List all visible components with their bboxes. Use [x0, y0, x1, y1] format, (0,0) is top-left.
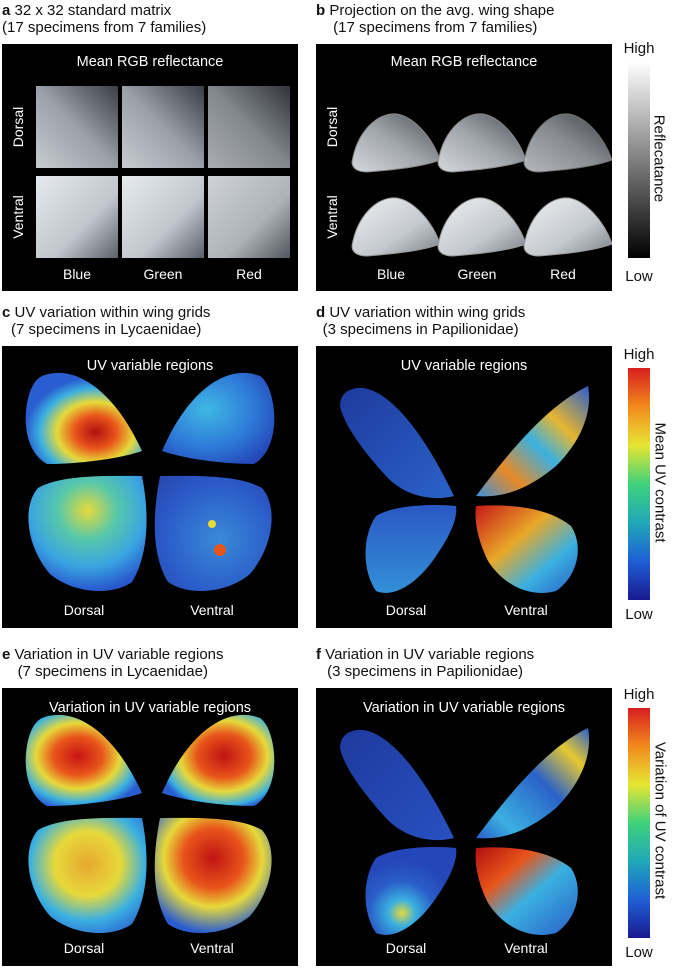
panel-a-col-red: Red	[236, 266, 262, 282]
panel-b-inner-title: Mean RGB reflectance	[390, 54, 538, 70]
panel-c-figure: UV variable regions Dorsal Ventral	[2, 346, 298, 628]
c-forewing-dorsal	[25, 372, 142, 464]
cbar-var-high: High	[623, 686, 655, 703]
f-hindwing-ventral	[475, 847, 578, 935]
e-hindwing-ventral	[154, 817, 272, 934]
panel-b-figure: Mean RGB reflectance Dorsal Ventral Blue…	[316, 44, 612, 291]
cbar-var-title: Variation of UV contrast	[651, 741, 669, 900]
c-hindwing-dorsal	[28, 475, 147, 592]
panel-b-letter: b	[316, 2, 326, 19]
panel-c-title-text: UV variation within wing grids	[14, 304, 211, 321]
panel-f-label-dorsal: Dorsal	[385, 940, 427, 956]
wing-ventral-red	[523, 197, 612, 257]
cbar-reflectance-title: Reflecatance	[650, 114, 668, 203]
panel-a-inner-title: Mean RGB reflectance	[76, 54, 224, 70]
panel-d-butterfly	[340, 386, 590, 593]
panel-f-title-text: Variation in UV variable regions	[325, 646, 535, 663]
panel-b-title-text: Projection on the avg. wing shape	[329, 2, 555, 19]
panel-a-subtitle: (17 specimens from 7 families)	[2, 19, 207, 36]
c-forewing-ventral	[162, 372, 275, 464]
f-hindwing-dorsal	[365, 847, 457, 935]
panel-d-title: d UV variation within wing grids (3 spec…	[316, 304, 525, 338]
panel-b-title: b Projection on the avg. wing shape (17 …	[316, 2, 555, 36]
panel-c-title: c UV variation within wing grids (7 spec…	[2, 304, 210, 338]
panel-e-letter: e	[2, 646, 11, 663]
panel-a-figure: Mean RGB reflectance Dorsal Ventral Blue…	[2, 44, 298, 291]
cbar-reflectance	[628, 62, 650, 258]
panel-e-inner-title: Variation in UV variable regions	[48, 700, 252, 716]
panel-b-col-green: Green	[457, 266, 497, 282]
panel-e-subtitle: (7 specimens in Lycaenidae)	[17, 663, 208, 680]
matrix-ventral-blue	[36, 176, 118, 258]
panel-f-butterfly	[340, 728, 590, 935]
panel-d-subtitle: (3 specimens in Papilionidae)	[322, 321, 519, 338]
panel-c-label-dorsal: Dorsal	[63, 602, 105, 618]
matrix-dorsal-red	[208, 86, 290, 168]
panel-b-col-blue: Blue	[376, 266, 406, 282]
panel-f-inner-title: Variation in UV variable regions	[362, 700, 566, 716]
cbar-reflectance-high: High	[623, 40, 655, 57]
wing-dorsal-red	[523, 113, 612, 173]
panel-a-letter: a	[2, 2, 11, 19]
panel-d-label-ventral: Ventral	[504, 602, 548, 618]
panel-e-label-ventral: Ventral	[190, 940, 234, 956]
d-hindwing-ventral	[475, 505, 578, 593]
panel-a-col-blue: Blue	[62, 266, 92, 282]
f-forewing-dorsal	[340, 729, 454, 841]
panel-f-subtitle: (3 specimens in Papilionidae)	[327, 663, 524, 680]
f-forewing-ventral	[476, 728, 590, 839]
panel-f-title: f Variation in UV variable regions (3 sp…	[316, 646, 534, 680]
panel-c-butterfly	[25, 372, 275, 592]
panel-c-letter: c	[2, 304, 11, 321]
cbar-reflectance-low: Low	[625, 268, 653, 285]
panel-e-label-dorsal: Dorsal	[63, 940, 105, 956]
e-hindwing-dorsal	[28, 817, 147, 934]
panel-e-title: e Variation in UV variable regions (7 sp…	[2, 646, 224, 680]
panel-e-butterfly	[25, 714, 275, 934]
cbar-uv-title: Mean UV contrast	[651, 422, 669, 543]
c-hindwing-ventral	[154, 475, 272, 592]
e-forewing-dorsal	[25, 714, 142, 806]
matrix-ventral-green	[122, 176, 204, 258]
panel-f-figure: Variation in UV variable regions Dorsal …	[316, 688, 612, 966]
cbar-var-low: Low	[625, 944, 653, 961]
panel-a-matrix-grid	[36, 86, 290, 258]
e-forewing-ventral	[162, 714, 275, 806]
wing-dorsal-blue	[351, 113, 441, 173]
cbar-uv-low: Low	[625, 606, 653, 623]
d-forewing-ventral	[476, 386, 590, 497]
panel-d-title-text: UV variation within wing grids	[329, 304, 526, 321]
panel-f-letter: f	[316, 646, 321, 663]
cbar-uv-high: High	[623, 346, 655, 363]
matrix-dorsal-green	[122, 86, 204, 168]
panel-a-title-text: 32 x 32 standard matrix	[14, 2, 172, 19]
panel-d-inner-title: UV variable regions	[400, 358, 528, 374]
panel-d-label-dorsal: Dorsal	[385, 602, 427, 618]
d-forewing-dorsal	[340, 387, 454, 499]
panel-e-figure: Variation in UV variable regions Dorsal …	[2, 688, 298, 966]
panel-d-figure: UV variable regions Dorsal Ventral	[316, 346, 612, 628]
panel-d-letter: d	[316, 304, 326, 321]
wing-ventral-green	[437, 197, 527, 257]
panel-a-title: a 32 x 32 standard matrix (17 specimens …	[2, 2, 206, 36]
panel-c-subtitle: (7 specimens in Lycaenidae)	[11, 321, 202, 338]
wing-dorsal-green	[437, 113, 527, 173]
matrix-dorsal-blue	[36, 86, 118, 168]
matrix-ventral-red	[208, 176, 290, 258]
panel-a-col-green: Green	[143, 266, 183, 282]
panel-e-title-text: Variation in UV variable regions	[14, 646, 224, 663]
panel-b-wing-grid	[351, 113, 612, 257]
cbar-var	[628, 708, 650, 938]
panel-c-label-ventral: Ventral	[190, 602, 234, 618]
panel-b-col-red: Red	[550, 266, 576, 282]
d-hindwing-dorsal	[365, 505, 457, 593]
panel-c-inner-title: UV variable regions	[86, 358, 214, 374]
cbar-uv	[628, 368, 650, 600]
panel-b-subtitle: (17 specimens from 7 families)	[333, 19, 538, 36]
panel-f-label-ventral: Ventral	[504, 940, 548, 956]
wing-ventral-blue	[351, 197, 441, 257]
